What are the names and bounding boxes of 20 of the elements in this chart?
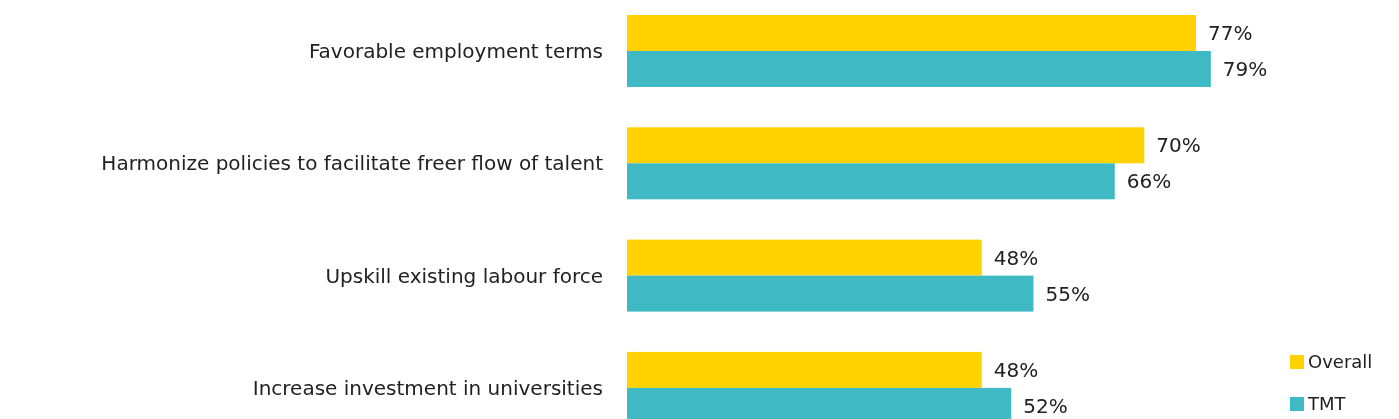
bar (627, 15, 1197, 51)
data-label: 66% (1126, 169, 1172, 194)
bar (627, 163, 1115, 200)
y-tick-label: Harmonize policies to facilitate freer flow of talent (101, 151, 604, 176)
legend-label: Overall (1308, 351, 1373, 373)
bar (627, 239, 982, 276)
bar (627, 51, 1211, 87)
bar (627, 127, 1145, 164)
data-label: 77% (1208, 21, 1253, 45)
legend-label: TMT (1307, 393, 1347, 415)
data-label: 79% (1222, 57, 1268, 81)
data-label: 52% (1023, 393, 1068, 418)
data-label: 48% (993, 245, 1039, 270)
y-tick-label: Increase investment in universities (252, 375, 603, 400)
data-label: 48% (993, 357, 1039, 382)
bar (627, 275, 1034, 312)
data-label: 70% (1156, 133, 1201, 158)
y-tick-label: Favorable employment terms (308, 39, 603, 63)
y-tick-label: Upskill existing labour force (325, 263, 603, 288)
data-label: 55% (1045, 281, 1090, 306)
